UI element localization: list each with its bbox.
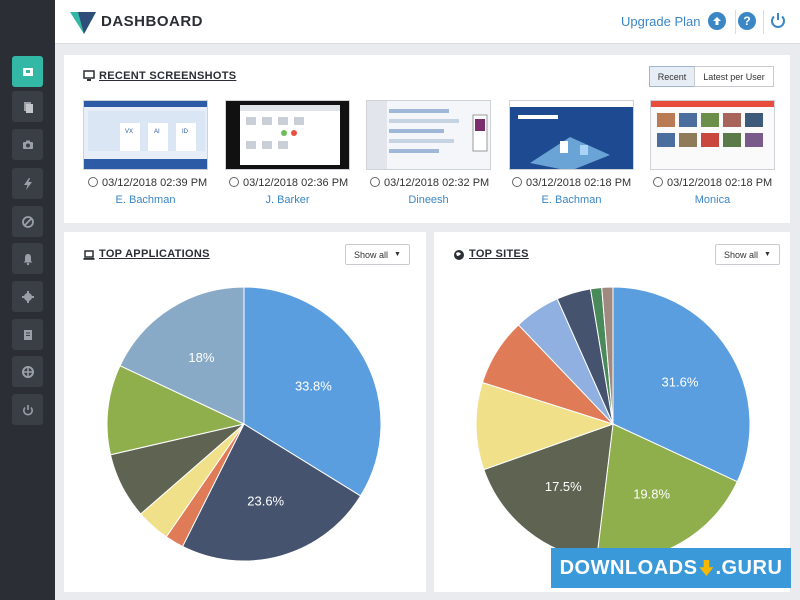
- screenshot-thumbnail[interactable]: [225, 100, 350, 170]
- pie-slice-label: 23.6%: [247, 493, 284, 508]
- power-icon: [22, 404, 33, 415]
- lightning-icon: [23, 177, 32, 190]
- pie-slice[interactable]: [601, 286, 614, 425]
- gear-icon: [21, 290, 34, 303]
- screenshot-user-link[interactable]: Monica: [694, 194, 731, 206]
- bell-icon: [23, 253, 32, 265]
- top-applications-pie-chart: 33.8% 23.6% 18%: [106, 286, 382, 562]
- clock-icon: [370, 177, 380, 187]
- pie-slice[interactable]: [119, 286, 245, 425]
- sidebar-item-blocked[interactable]: [12, 206, 43, 237]
- header-divider: [763, 10, 764, 34]
- upgrade-plan-link[interactable]: Upgrade Plan: [621, 14, 701, 29]
- pie-slice-label: 17.5%: [545, 479, 582, 494]
- screenshot-timestamp: 03/12/2018 02:32 PM: [370, 177, 489, 189]
- pie-slice[interactable]: [475, 381, 615, 471]
- sites-filter-dropdown[interactable]: Show all ▼: [715, 244, 780, 265]
- screenshot-thumbnail[interactable]: [509, 100, 634, 170]
- pie-slice-label: 19.8%: [633, 486, 670, 501]
- sidebar-item-logout[interactable]: [12, 394, 43, 425]
- dashboard-icon: [22, 67, 33, 76]
- sidebar-item-dashboard[interactable]: [12, 56, 43, 87]
- top-applications-title: TOP APPLICATIONS: [99, 248, 210, 260]
- sidebar: [0, 0, 55, 600]
- lifebuoy-icon: [21, 365, 34, 378]
- screenshot-timestamp: 03/12/2018 02:18 PM: [512, 177, 631, 189]
- help-icon[interactable]: ?: [738, 12, 756, 30]
- sidebar-item-camera[interactable]: [12, 129, 43, 160]
- pie-slice[interactable]: [243, 286, 382, 497]
- pie-slice-label: 31.6%: [662, 374, 699, 389]
- top-sites-title: TOP SITES: [469, 248, 529, 260]
- tab-recent[interactable]: Recent: [649, 66, 695, 87]
- sidebar-item-activity[interactable]: [12, 168, 43, 199]
- pie-slice-label: 18%: [188, 350, 214, 365]
- power-icon[interactable]: [768, 11, 788, 31]
- downloads-guru-watermark: DOWNLOADS .GURU: [551, 548, 791, 588]
- documents-icon: [23, 101, 33, 113]
- screenshot-user-link[interactable]: Dineesh: [408, 194, 449, 206]
- top-header: DASHBOARD Upgrade Plan ?: [55, 0, 800, 44]
- brand-title: DASHBOARD: [101, 13, 203, 30]
- caret-down-icon: ▼: [394, 251, 401, 258]
- tab-latest-per-user[interactable]: Latest per User: [694, 66, 774, 87]
- sidebar-item-reports[interactable]: [12, 319, 43, 350]
- sidebar-item-settings[interactable]: [12, 281, 43, 312]
- sidebar-item-documents[interactable]: [12, 91, 43, 122]
- screenshot-thumbnail[interactable]: [650, 100, 775, 170]
- sidebar-item-alerts[interactable]: [12, 243, 43, 274]
- upload-icon[interactable]: [708, 12, 726, 30]
- camera-icon: [22, 140, 33, 149]
- screenshot-user-link[interactable]: E. Bachman: [115, 194, 176, 206]
- laptop-icon: [83, 250, 95, 260]
- svg-text:VX: VX: [125, 129, 133, 135]
- recent-screenshots-title: RECENT SCREENSHOTS: [99, 70, 237, 82]
- screenshot-timestamp: 03/12/2018 02:36 PM: [229, 177, 348, 189]
- sidebar-item-support[interactable]: [12, 356, 43, 387]
- screenshot-timestamp: 03/12/2018 02:18 PM: [653, 177, 772, 189]
- screenshot-thumbnail[interactable]: [366, 100, 491, 170]
- pie-slice[interactable]: [612, 286, 751, 483]
- monitor-icon: [83, 70, 95, 81]
- clock-icon: [229, 177, 239, 187]
- svg-text:ID: ID: [182, 129, 189, 135]
- screenshot-timestamp: 03/12/2018 02:39 PM: [88, 177, 207, 189]
- svg-text:AI: AI: [154, 129, 160, 135]
- header-divider: [735, 10, 736, 34]
- apps-filter-dropdown[interactable]: Show all ▼: [345, 244, 410, 265]
- clock-icon: [653, 177, 663, 187]
- screenshot-user-link[interactable]: J. Barker: [265, 194, 310, 206]
- download-arrow-icon: [699, 560, 714, 576]
- clock-icon: [512, 177, 522, 187]
- screenshot-thumbnail[interactable]: VX AI ID: [83, 100, 208, 170]
- report-icon: [23, 329, 32, 340]
- block-icon: [21, 215, 34, 228]
- globe-icon: [454, 250, 464, 260]
- logo-icon: [70, 12, 96, 34]
- screenshot-user-link[interactable]: E. Bachman: [541, 194, 602, 206]
- top-sites-pie-chart: 31.6% 19.8% 17.5%: [475, 286, 751, 562]
- pie-slice[interactable]: [106, 365, 246, 456]
- clock-icon: [88, 177, 98, 187]
- caret-down-icon: ▼: [764, 251, 771, 258]
- pie-slice-label: 33.8%: [295, 378, 332, 393]
